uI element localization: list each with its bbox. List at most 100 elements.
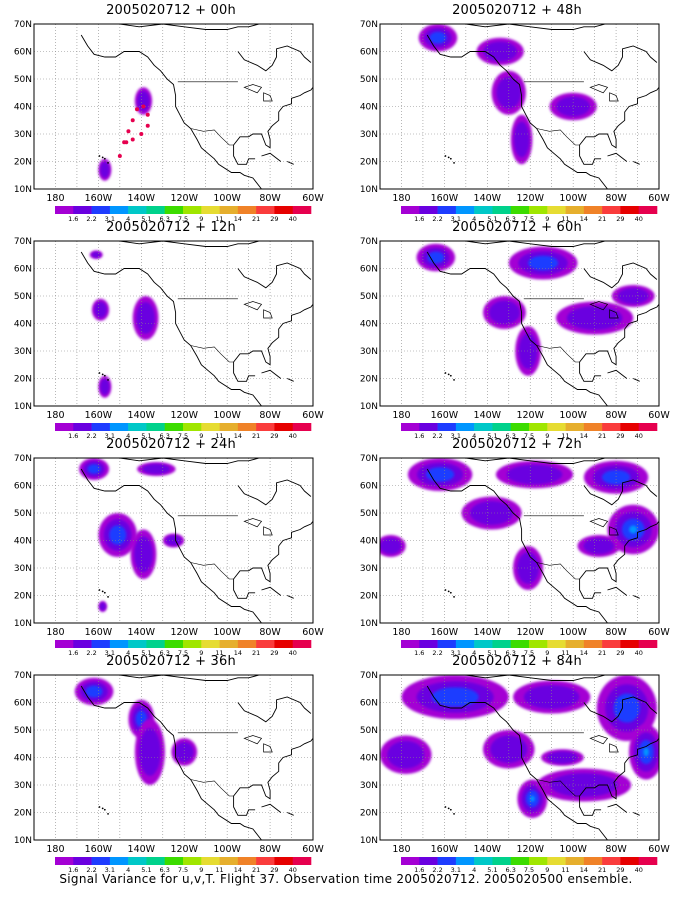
y-tick-label: 30N	[14, 781, 32, 791]
colorbar-label: 2.2	[432, 649, 442, 657]
colorbar-label: 40	[289, 649, 297, 657]
variance-blob	[546, 751, 578, 764]
lake-outline	[263, 743, 273, 753]
coastline	[633, 595, 640, 599]
colorbar-segment	[274, 857, 294, 865]
x-tick-label: 140W	[474, 844, 502, 855]
y-tick-label: 50N	[14, 726, 32, 736]
colorbar-label: 40	[635, 649, 643, 657]
colorbar-segment	[419, 423, 438, 431]
x-tick-label: 80W	[605, 627, 627, 638]
colorbar-label: 9	[545, 649, 549, 657]
colorbar-label: 9	[199, 649, 203, 657]
x-tick-label: 80W	[259, 844, 281, 855]
colorbar-label: 2.2	[86, 649, 96, 657]
colorbar-label: 3.1	[451, 215, 461, 223]
variance-blob	[527, 255, 559, 271]
variance-blob	[136, 302, 155, 334]
colorbar-segment	[510, 857, 530, 865]
coastline	[607, 803, 628, 813]
y-tick-label: 50N	[360, 726, 378, 736]
x-tick-label: 60W	[302, 844, 324, 855]
colorbar-label: 6.3	[506, 866, 516, 874]
y-tick-label: 10N	[14, 619, 32, 629]
observation-point	[124, 140, 129, 145]
island-dot	[447, 807, 450, 810]
coastline	[98, 458, 260, 464]
colorbar-segment	[55, 206, 74, 214]
colorbar-segment	[638, 857, 658, 865]
island-dot	[103, 374, 106, 377]
colorbar-segment	[91, 640, 111, 648]
colorbar-label: 4	[472, 215, 476, 223]
map-frame	[33, 23, 314, 190]
colorbar-segment	[256, 640, 275, 648]
colorbar-segment	[602, 423, 621, 431]
colorbar-segment	[55, 423, 74, 431]
x-tick-label: 160W	[431, 410, 459, 421]
x-tick-label: 140W	[128, 193, 156, 204]
panel-title: 2005020712 + 60h	[452, 220, 582, 235]
border-line	[536, 562, 580, 580]
island-dot	[98, 806, 101, 808]
map-panel: 2005020712 + 60h 10N 20N 30N 40N 50N 60N 70N 180…	[346, 220, 692, 440]
colorbar-label: 21	[252, 215, 260, 223]
colorbar-segment	[602, 206, 621, 214]
map-panel: 2005020712 + 36h 10N 20N 30N 40N 50N 60N 70N 180…	[0, 654, 346, 874]
variance-blob	[496, 76, 522, 109]
map-frame	[379, 240, 660, 407]
colorbar-segment	[128, 423, 147, 431]
colorbar-label: 2.2	[86, 866, 96, 874]
y-tick-label: 70N	[360, 454, 378, 464]
variance-blob	[529, 795, 535, 802]
border-line	[190, 779, 234, 797]
colorbar-segment	[401, 423, 420, 431]
colorbar-segment	[547, 640, 566, 648]
colorbar-segment	[55, 857, 74, 865]
colorbar-segment	[620, 857, 640, 865]
variance-blob	[91, 251, 101, 258]
island-dot	[444, 372, 447, 374]
coastline	[261, 586, 282, 596]
colorbar-segment	[237, 206, 257, 214]
colorbar-segment	[474, 423, 493, 431]
colorbar-segment	[201, 857, 220, 865]
colorbar-label: 6.3	[160, 215, 170, 223]
colorbar-segment	[237, 640, 257, 648]
colorbar-segment	[219, 640, 239, 648]
colorbar-label: 40	[289, 432, 297, 440]
colorbar-label: 1.6	[68, 649, 78, 657]
coastline	[98, 241, 260, 247]
colorbar-segment	[602, 640, 621, 648]
colorbar-segment	[274, 423, 294, 431]
variance-blob	[431, 687, 479, 707]
island-dot	[453, 595, 455, 598]
map-panel: 2005020712 + 72h 10N 20N 30N 40N 50N 60N 70N 180…	[346, 437, 692, 657]
colorbar-label: 7.5	[524, 866, 534, 874]
colorbar-label: 11	[561, 866, 569, 874]
map-svg: 10N 20N 30N 40N 50N 60N 70N 180 160W 140W 120W 100W…	[360, 237, 671, 440]
coastline	[287, 161, 294, 165]
coastline	[579, 304, 659, 382]
colorbar-segment	[219, 206, 239, 214]
lake-outline	[589, 735, 609, 745]
variance-blob	[109, 525, 127, 545]
variance-blob	[142, 464, 171, 474]
colorbar-segment	[492, 857, 512, 865]
colorbar-segment	[510, 206, 530, 214]
colorbar-label: 4	[472, 866, 476, 874]
x-tick-label: 180	[46, 193, 64, 204]
colorbar-label: 2.2	[86, 215, 96, 223]
colorbar-label: 1.6	[414, 215, 424, 223]
border-line	[536, 345, 580, 363]
coastline	[261, 152, 282, 162]
colorbar-label: 9	[545, 215, 549, 223]
x-tick-label: 60W	[302, 627, 324, 638]
colorbar-segment	[201, 206, 220, 214]
colorbar-segment	[146, 640, 166, 648]
colorbar-label: 3.1	[105, 215, 115, 223]
observation-point	[117, 154, 122, 158]
colorbar-segment	[474, 206, 493, 214]
colorbar-label: 6.3	[160, 866, 170, 874]
y-tick-label: 60N	[14, 699, 32, 709]
